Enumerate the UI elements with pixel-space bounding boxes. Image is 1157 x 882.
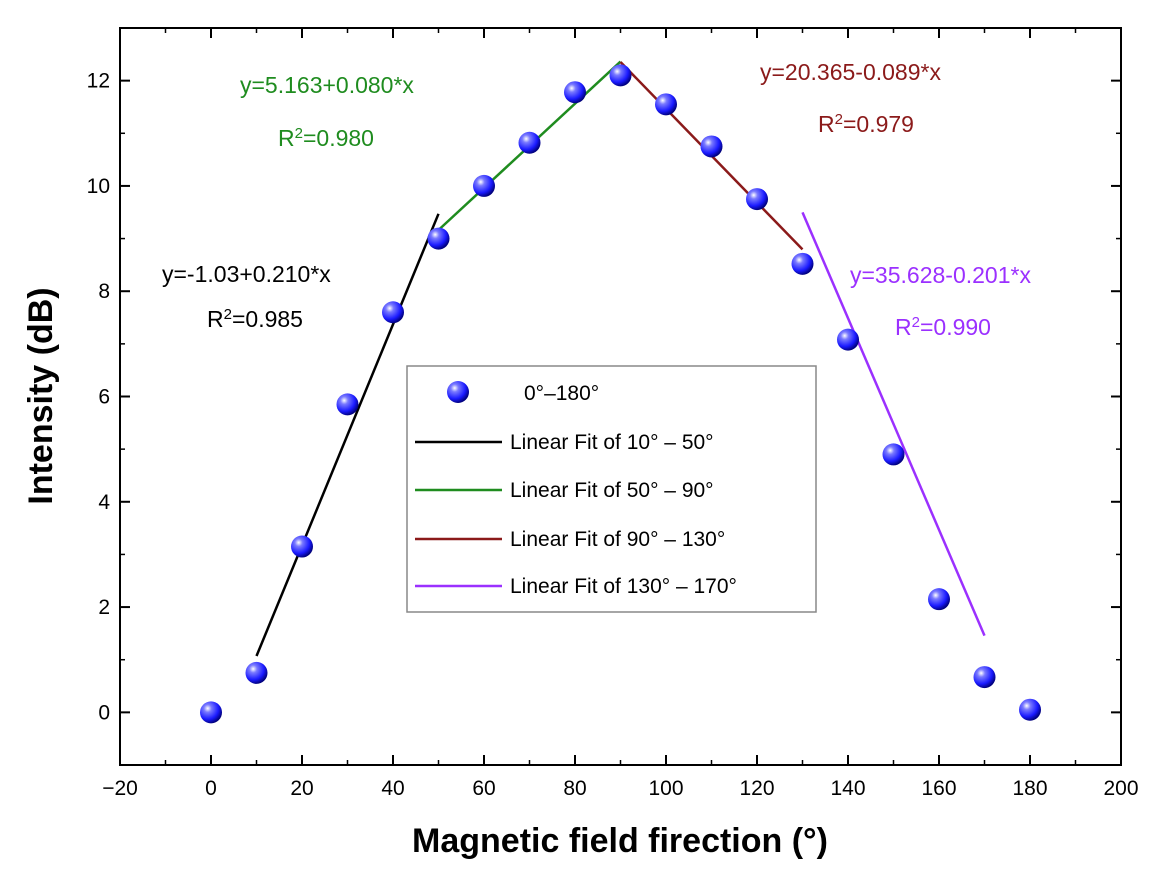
legend: 0°–180° Linear Fit of 10° – 50° Linear F… <box>406 365 817 613</box>
x-tick-label: 100 <box>648 777 683 800</box>
x-tick-label: 40 <box>381 777 404 800</box>
data-point <box>245 661 268 684</box>
x-axis-ticks <box>119 28 1122 765</box>
data-point <box>746 188 768 211</box>
y-tick-label: 12 <box>87 70 110 93</box>
x-tick-label: 120 <box>739 777 774 800</box>
legend-label-fit-2: Linear Fit of 50° – 90° <box>510 479 714 502</box>
data-point <box>291 535 313 558</box>
fit-equation-2: y=5.163+0.080*x <box>240 72 414 98</box>
fit-r2-2: R2=0.980 <box>278 125 374 152</box>
x-tick-label: 200 <box>1103 777 1138 800</box>
legend-marker-points <box>447 381 469 403</box>
data-point <box>837 328 859 351</box>
y-tick-label: 0 <box>98 701 110 724</box>
data-point <box>791 252 814 275</box>
x-tick-label: −20 <box>102 777 138 800</box>
fit-equation-1: y=-1.03+0.210*x <box>162 261 331 287</box>
fit-annotations: y=-1.03+0.210*x R2=0.985 y=5.163+0.080*x… <box>162 59 1031 340</box>
fit-r2-1: R2=0.985 <box>207 306 303 333</box>
y-tick-label: 6 <box>98 386 110 409</box>
data-point <box>655 93 677 116</box>
data-point <box>382 301 404 324</box>
data-point <box>882 443 905 466</box>
fit-equation-3: y=20.365-0.089*x <box>760 59 941 85</box>
legend-label-points: 0°–180° <box>524 382 599 405</box>
y-axis-ticks <box>120 27 1121 766</box>
fit-r2-3: R2=0.979 <box>818 111 914 138</box>
fit-line-1 <box>255 213 440 657</box>
data-point <box>427 227 450 250</box>
data-points <box>200 64 1041 724</box>
fit-equation-4: y=35.628-0.201*x <box>850 262 1031 288</box>
data-point <box>200 701 222 724</box>
data-point <box>928 588 950 611</box>
x-tick-labels: −20 0 20 40 60 80 100 120 140 160 180 200 <box>102 777 1138 800</box>
data-point <box>609 64 632 87</box>
y-tick-label: 10 <box>87 175 110 198</box>
y-tick-label: 4 <box>98 491 110 514</box>
x-tick-label: 160 <box>921 777 956 800</box>
fit-line-4 <box>801 211 986 637</box>
data-point <box>518 131 541 154</box>
x-tick-label: 0 <box>205 777 217 800</box>
data-point <box>564 81 586 104</box>
x-tick-label: 60 <box>472 777 495 800</box>
x-tick-label: 20 <box>290 777 313 800</box>
data-point <box>473 174 495 197</box>
y-tick-label: 8 <box>98 280 110 303</box>
y-tick-label: 2 <box>98 596 110 619</box>
data-point <box>700 135 723 158</box>
x-axis-title: Magnetic field firection (°) <box>412 822 828 860</box>
data-point <box>336 393 359 416</box>
data-point <box>973 666 996 689</box>
x-tick-label: 140 <box>830 777 865 800</box>
legend-label-fit-4: Linear Fit of 130° – 170° <box>510 575 737 598</box>
legend-label-fit-3: Linear Fit of 90° – 130° <box>510 528 725 551</box>
legend-label-fit-1: Linear Fit of 10° – 50° <box>510 431 714 454</box>
fit-r2-4: R2=0.990 <box>895 314 991 341</box>
y-axis-title: Intensity (dB) <box>22 287 60 504</box>
x-tick-label: 80 <box>563 777 586 800</box>
x-tick-label: 180 <box>1012 777 1047 800</box>
data-point <box>1019 698 1041 721</box>
y-tick-labels: 0 2 4 6 8 10 12 <box>87 70 111 725</box>
